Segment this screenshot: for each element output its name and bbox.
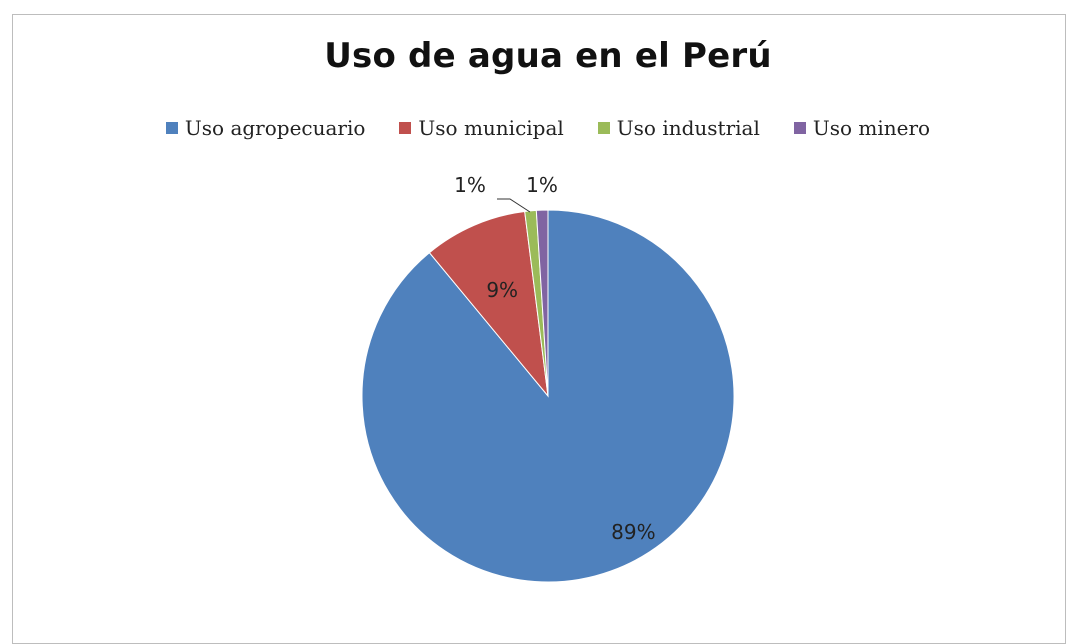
slice-data-label: 9% [486, 278, 518, 302]
legend-item-industrial: Uso industrial [597, 116, 760, 140]
chart-legend: Uso agropecuario Uso municipal Uso indus… [0, 116, 1074, 140]
label-leader-line [497, 198, 531, 213]
slice-data-label: 89% [611, 520, 655, 544]
legend-swatch [597, 122, 610, 134]
slice-minero [535, 209, 549, 397]
legend-item-minero: Uso minero [793, 116, 931, 140]
legend-swatch [793, 122, 806, 134]
slice-data-label: 1% [526, 173, 558, 197]
chart-title: Uso de agua en el Perú [324, 36, 772, 76]
legend-label: Uso agropecuario [184, 116, 366, 140]
legend-item-municipal: Uso municipal [399, 116, 564, 140]
pie-labels: 89% 9% 1% 1% [454, 173, 655, 544]
legend-item-agropecuario: Uso agropecuario [165, 116, 366, 140]
pie-slices [361, 209, 735, 583]
legend-label: Uso minero [812, 116, 931, 140]
legend-swatch [399, 122, 412, 134]
legend-swatch [165, 122, 178, 134]
legend-label: Uso municipal [418, 116, 564, 140]
slice-data-label: 1% [454, 173, 486, 197]
slice-municipal [428, 210, 549, 398]
legend-label: Uso industrial [616, 116, 760, 140]
